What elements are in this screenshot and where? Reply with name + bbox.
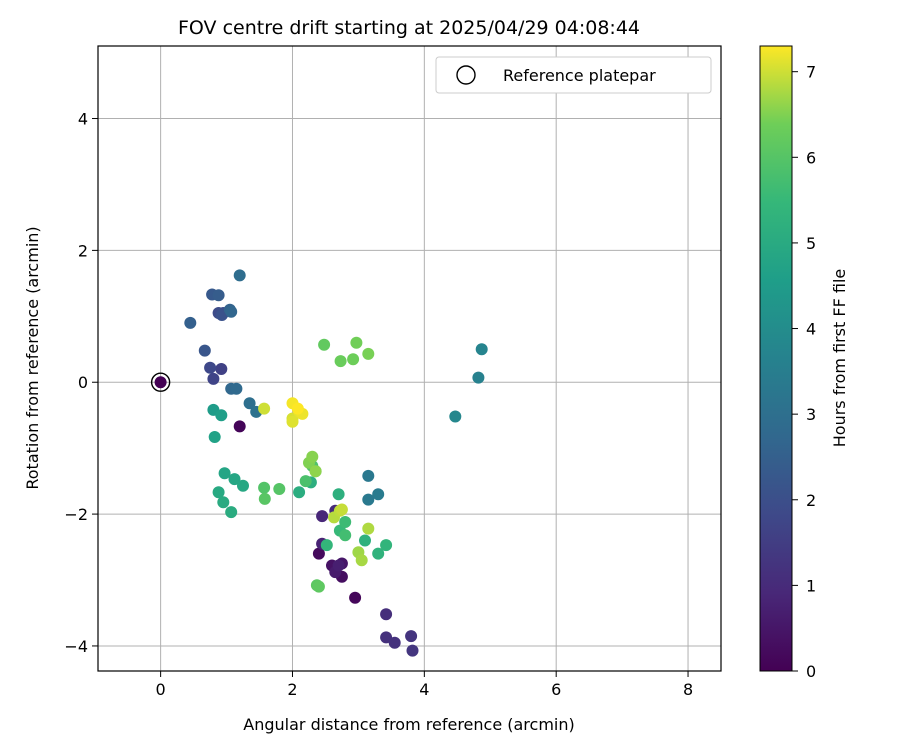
colorbar: 0 1 2 3 4 5 6 7 Hours from first FF file [759, 45, 849, 681]
data-point [312, 580, 325, 593]
data-point [215, 363, 228, 375]
data-point [332, 559, 345, 572]
data-point [350, 336, 363, 349]
legend-marker-open-circle [456, 65, 476, 85]
reference-point-marker [150, 372, 171, 392]
x-tick-label: 6 [551, 680, 561, 699]
data-point [380, 631, 393, 644]
data-point [212, 486, 225, 499]
data-point [258, 402, 271, 415]
data-point [334, 355, 347, 368]
data-point [362, 522, 375, 535]
data-point [258, 481, 271, 494]
data-point [225, 305, 238, 318]
colorbar-gradient [759, 45, 793, 672]
data-point [215, 409, 228, 422]
data-point [318, 338, 331, 351]
data-point [273, 483, 286, 495]
data-point [286, 415, 299, 428]
data-point [312, 547, 325, 560]
data-point [212, 289, 225, 302]
data-point [475, 343, 488, 356]
x-axis-label: Angular distance from reference (arcmin) [243, 715, 574, 734]
legend-box [435, 56, 712, 94]
data-point [184, 316, 197, 329]
data-point [299, 475, 312, 488]
data-point [243, 397, 256, 410]
y-tick-label: 2 [78, 241, 88, 260]
reference-marker [150, 372, 171, 392]
x-tick-label: 2 [287, 680, 297, 699]
data-point [208, 431, 221, 443]
data-point [349, 591, 362, 604]
legend-label: Reference platepar [503, 66, 656, 85]
data-point [355, 554, 368, 567]
data-point [320, 539, 333, 552]
data-points [154, 269, 488, 657]
data-point [362, 347, 375, 360]
colorbar-tick-label: 5 [806, 234, 816, 253]
data-point [228, 473, 241, 486]
data-point [359, 534, 371, 547]
legend: Reference platepar [435, 56, 712, 94]
colorbar-tick-label: 6 [806, 148, 816, 167]
y-tick-label: −2 [64, 505, 88, 524]
data-point [233, 269, 246, 282]
data-point [309, 465, 322, 478]
data-point [380, 539, 393, 552]
data-point [406, 644, 419, 657]
data-point [306, 450, 319, 463]
colorbar-tick-label: 1 [806, 576, 816, 595]
data-point [449, 410, 462, 423]
y-tick-label: 4 [78, 110, 88, 129]
data-point [332, 488, 345, 501]
data-point [225, 506, 238, 519]
grid-lines [98, 46, 721, 671]
data-point [198, 344, 211, 357]
data-point [339, 516, 352, 528]
x-tick-label: 0 [156, 680, 166, 699]
data-point [237, 479, 249, 492]
x-tick-label: 4 [419, 680, 429, 699]
data-point [388, 636, 401, 649]
y-axis-ticks: −4 −2 0 2 4 [64, 110, 98, 656]
data-point [207, 372, 220, 385]
colorbar-label: Hours from first FF file [830, 269, 849, 448]
y-tick-label: −4 [64, 637, 88, 656]
data-point [293, 486, 306, 499]
plot-frame [97, 45, 722, 672]
colorbar-ticks: 0 1 2 3 4 5 6 7 [792, 63, 816, 681]
data-point [291, 402, 304, 415]
data-point [362, 493, 375, 506]
data-point [335, 503, 348, 516]
data-point [154, 376, 167, 389]
colorbar-tick-label: 3 [806, 405, 816, 424]
y-axis-label: Rotation from reference (arcmin) [23, 226, 42, 489]
data-point [217, 496, 230, 509]
data-point [204, 361, 217, 374]
data-point [316, 510, 329, 523]
data-point [258, 492, 271, 505]
data-point [472, 371, 485, 384]
colorbar-tick-label: 2 [806, 491, 816, 510]
data-point [405, 630, 418, 643]
data-point [362, 469, 375, 482]
data-point [372, 488, 385, 501]
data-point [347, 353, 360, 366]
colorbar-tick-label: 7 [806, 63, 816, 82]
data-point [339, 529, 352, 542]
data-point [233, 420, 246, 433]
x-tick-label: 8 [683, 680, 693, 699]
data-point [372, 547, 385, 560]
data-point [380, 608, 393, 621]
data-point [218, 467, 231, 480]
y-tick-label: 0 [78, 373, 88, 392]
x-axis-ticks: 0 2 4 6 8 [156, 671, 693, 699]
colorbar-tick-label: 0 [806, 662, 816, 681]
chart-title: FOV centre drift starting at 2025/04/29 … [178, 17, 640, 39]
colorbar-tick-label: 4 [806, 320, 816, 339]
data-point [230, 382, 243, 395]
